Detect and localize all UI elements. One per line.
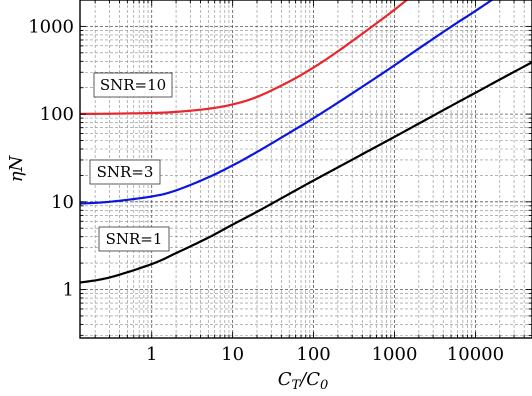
x-axis-label: CT/C0: [278, 369, 329, 393]
y-tick-label: 1000: [28, 16, 74, 37]
annotation-label: SNR=10: [100, 76, 166, 94]
y-axis-label: ηN: [6, 154, 27, 182]
y-tick-labels: 1 10 100 1000: [28, 16, 74, 300]
x-tick-label: 1: [146, 344, 157, 365]
y-tick-label: 100: [40, 104, 74, 125]
annotation-box: [93, 72, 173, 98]
series-line-3: [80, 61, 532, 284]
annotation-label: SNR=3: [97, 163, 154, 181]
curve-annotation: SNR=3: [89, 159, 161, 185]
x-tick-label: 10000: [447, 344, 504, 365]
annotation-box: [98, 226, 170, 252]
series-line-2: [80, 0, 494, 205]
annotation-label: SNR=1: [106, 230, 163, 248]
series-line-1: [80, 0, 409, 116]
x-tick-labels: 1 10 100 1000 10000: [146, 344, 504, 365]
y-tick-label: 10: [51, 192, 74, 213]
tick-marks: [80, 0, 532, 338]
y-tick-label: 1: [63, 280, 74, 301]
major-grid: [80, 0, 532, 338]
curve-annotations: SNR=10 SNR=3 SNR=1: [89, 72, 173, 252]
x-tick-label: 100: [296, 344, 330, 365]
annotation-box: [89, 159, 161, 185]
series-layer: [80, 0, 532, 284]
x-tick-label: 10: [221, 344, 244, 365]
x-tick-label: 1000: [372, 344, 418, 365]
curve-annotation: SNR=10: [93, 72, 173, 98]
curve-annotation: SNR=1: [98, 226, 170, 252]
